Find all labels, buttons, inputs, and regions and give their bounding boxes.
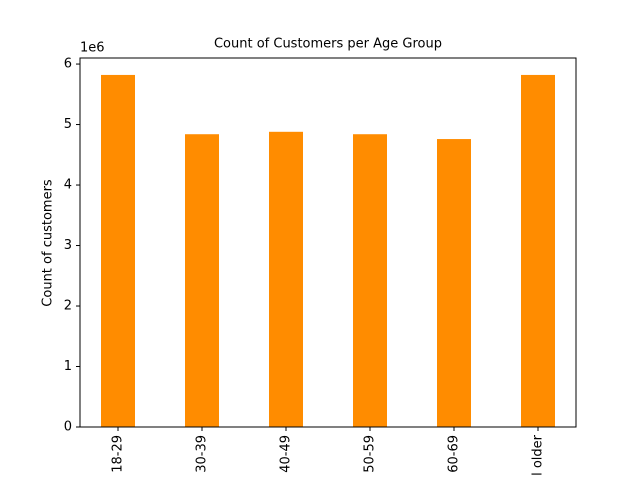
bar xyxy=(185,134,219,427)
x-tick-label: 50-59 xyxy=(363,435,378,473)
y-axis-label: Count of customers xyxy=(41,179,56,307)
y-offset-label: 1e6 xyxy=(80,41,105,56)
bar xyxy=(101,74,135,427)
x-tick-label: 40-49 xyxy=(279,435,294,473)
y-tick-label: 2 xyxy=(64,299,72,314)
bar xyxy=(521,74,555,427)
y-tick-label: 3 xyxy=(64,238,72,253)
y-tick-label: 1 xyxy=(64,359,72,374)
x-tick-label: l older xyxy=(531,434,546,476)
y-tick-label: 4 xyxy=(64,178,72,193)
plot-frame xyxy=(79,57,577,428)
x-tick-label: 18-29 xyxy=(111,435,126,473)
x-tick-label: 30-39 xyxy=(195,435,210,473)
y-tick-label: 6 xyxy=(64,57,72,72)
bar xyxy=(353,134,387,427)
y-tick-label: 0 xyxy=(64,420,72,435)
x-tick-label: 60-69 xyxy=(447,435,462,473)
bar xyxy=(269,131,303,428)
chart-title: Count of Customers per Age Group xyxy=(214,37,442,52)
y-tick-label: 5 xyxy=(64,117,72,132)
bar xyxy=(437,139,471,427)
